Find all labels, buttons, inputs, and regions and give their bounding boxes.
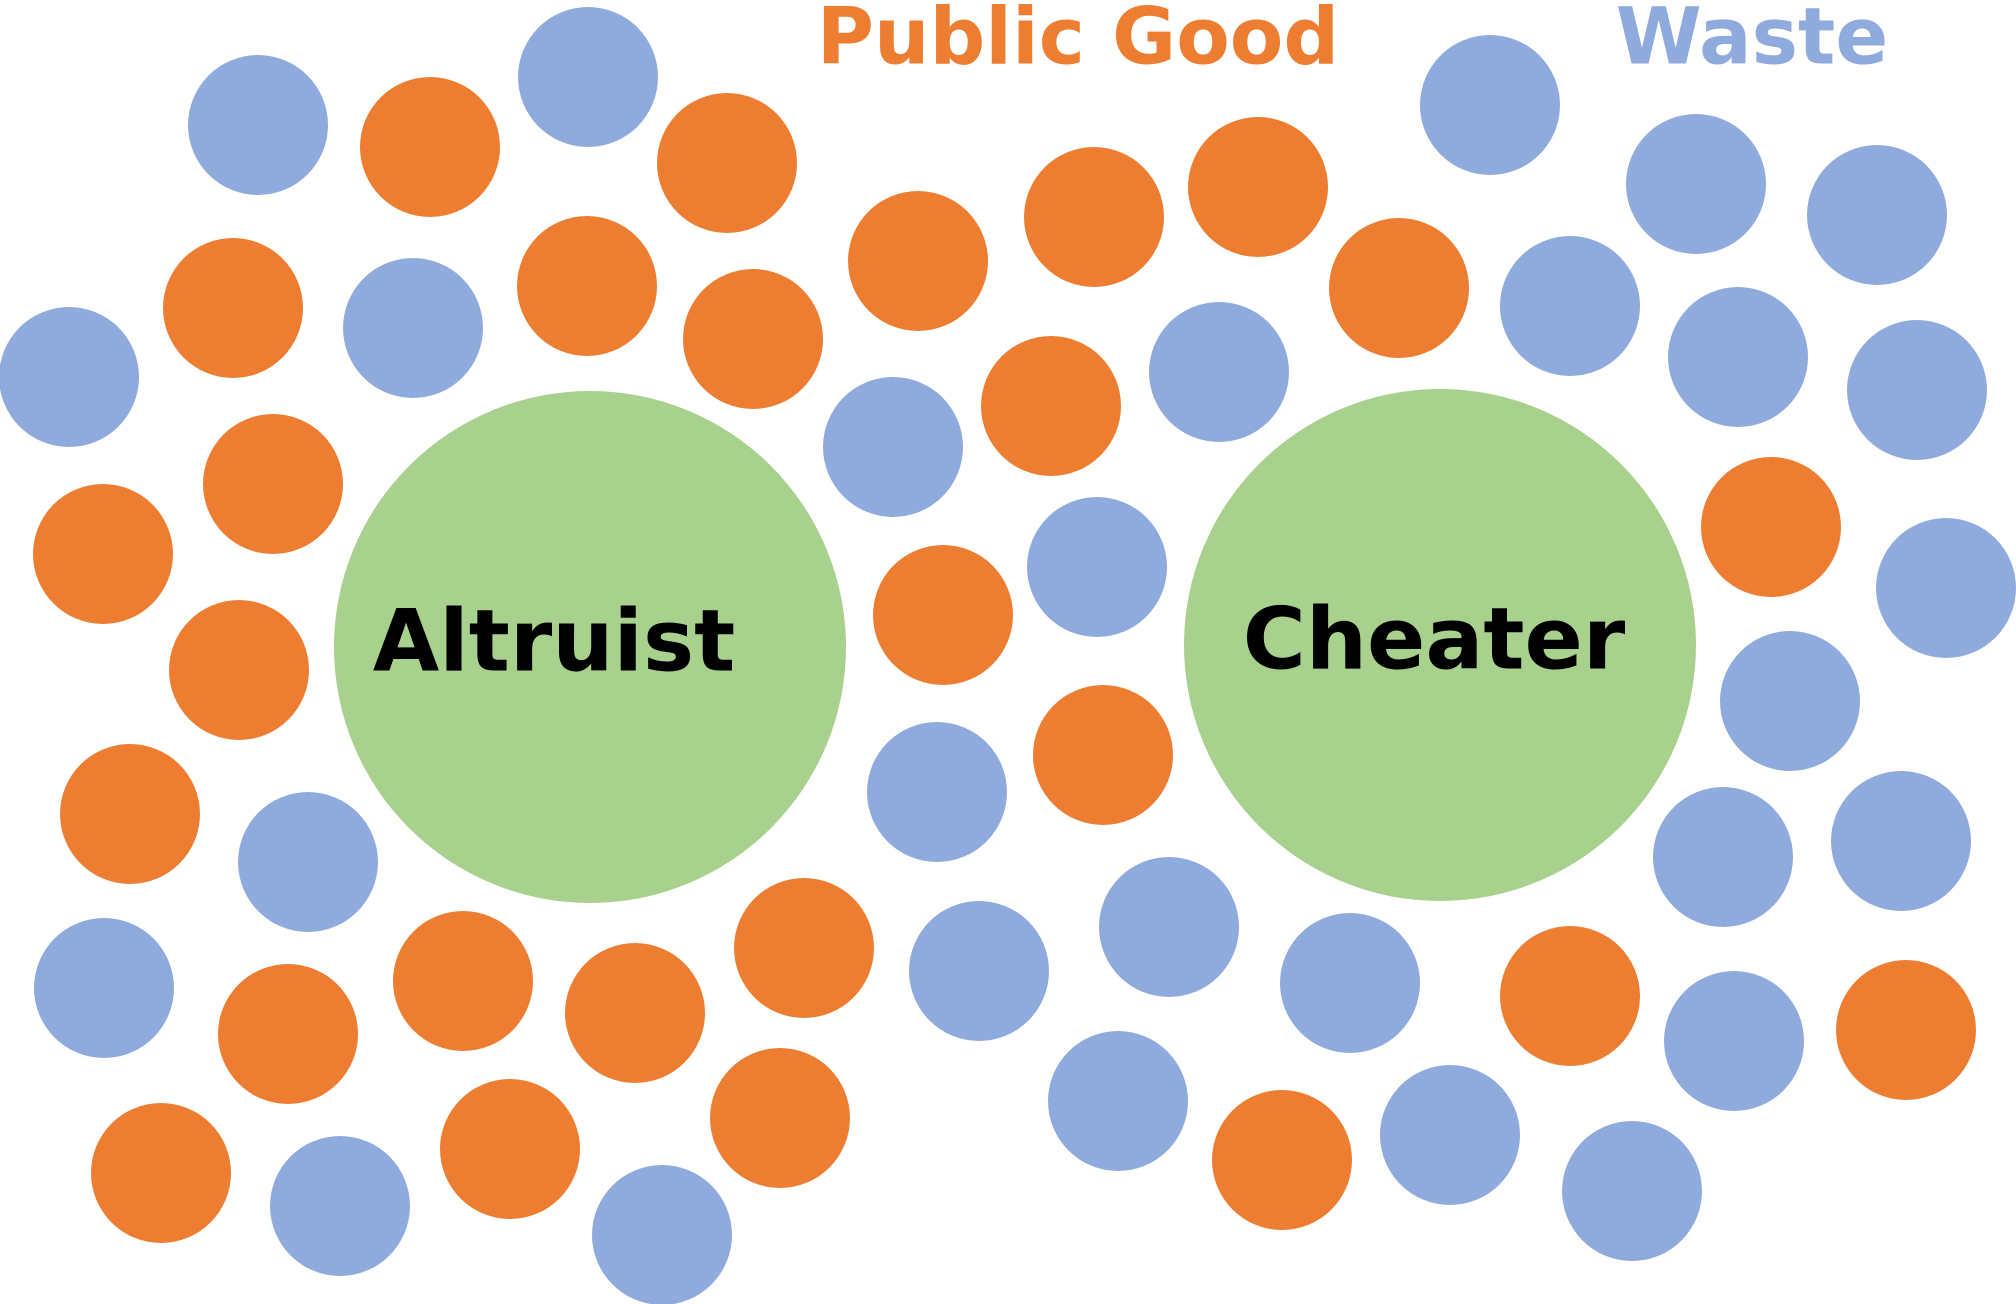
public-good-particle <box>440 1079 580 1219</box>
public-good-particle <box>1033 685 1173 825</box>
particle-layer <box>0 7 2016 1304</box>
public-good-particle <box>218 964 358 1104</box>
public-good-particle <box>1329 218 1469 358</box>
waste-particle <box>1280 913 1420 1053</box>
public-good-particle <box>33 484 173 624</box>
waste-particle <box>1048 1031 1188 1171</box>
cheater-circle <box>1184 389 1696 901</box>
public-good-particle <box>1500 926 1640 1066</box>
public-good-particle <box>169 600 309 740</box>
public-good-particle <box>710 1048 850 1188</box>
public-good-particle <box>981 336 1121 476</box>
waste-particle <box>1668 287 1808 427</box>
waste-particle <box>1149 302 1289 442</box>
altruist-label: Altruist <box>373 591 736 691</box>
public-good-particle <box>360 77 500 217</box>
waste-particle <box>270 1136 410 1276</box>
legend-public-good: Public Good <box>817 0 1339 82</box>
waste-particle <box>1420 35 1560 175</box>
waste-particle <box>238 792 378 932</box>
waste-particle <box>1027 497 1167 637</box>
public-good-particle <box>1024 147 1164 287</box>
waste-particle <box>823 377 963 517</box>
waste-particle <box>1720 631 1860 771</box>
public-good-particle <box>848 191 988 331</box>
public-good-particle <box>657 93 797 233</box>
waste-particle <box>1847 320 1987 460</box>
waste-particle <box>1664 971 1804 1111</box>
waste-particle <box>1500 236 1640 376</box>
public-good-particle <box>873 545 1013 685</box>
waste-particle <box>518 7 658 147</box>
public-good-particle <box>683 269 823 409</box>
public-good-particle <box>734 878 874 1018</box>
public-good-particle <box>163 238 303 378</box>
waste-particle <box>1380 1065 1520 1205</box>
public-good-particle <box>1188 117 1328 257</box>
waste-particle <box>188 55 328 195</box>
waste-particle <box>1626 114 1766 254</box>
waste-particle <box>1099 857 1239 997</box>
waste-particle <box>1807 145 1947 285</box>
waste-particle <box>1653 787 1793 927</box>
waste-particle <box>343 258 483 398</box>
waste-particle <box>0 307 139 447</box>
public-good-particle <box>1836 960 1976 1100</box>
public-good-particle <box>91 1103 231 1243</box>
waste-particle <box>1831 771 1971 911</box>
cheater-label: Cheater <box>1243 589 1626 689</box>
public-good-particle <box>565 943 705 1083</box>
waste-particle <box>909 901 1049 1041</box>
waste-particle <box>34 918 174 1058</box>
public-good-particle <box>1212 1090 1352 1230</box>
public-good-particle <box>1701 457 1841 597</box>
public-good-particle <box>393 911 533 1051</box>
waste-particle <box>1562 1121 1702 1261</box>
public-good-particle <box>203 414 343 554</box>
waste-particle <box>1876 518 2016 658</box>
waste-particle <box>592 1165 732 1304</box>
altruist-circle <box>334 391 846 903</box>
public-good-particle <box>517 216 657 356</box>
legend-waste: Waste <box>1616 0 1889 82</box>
public-good-particle <box>60 744 200 884</box>
waste-particle <box>867 722 1007 862</box>
